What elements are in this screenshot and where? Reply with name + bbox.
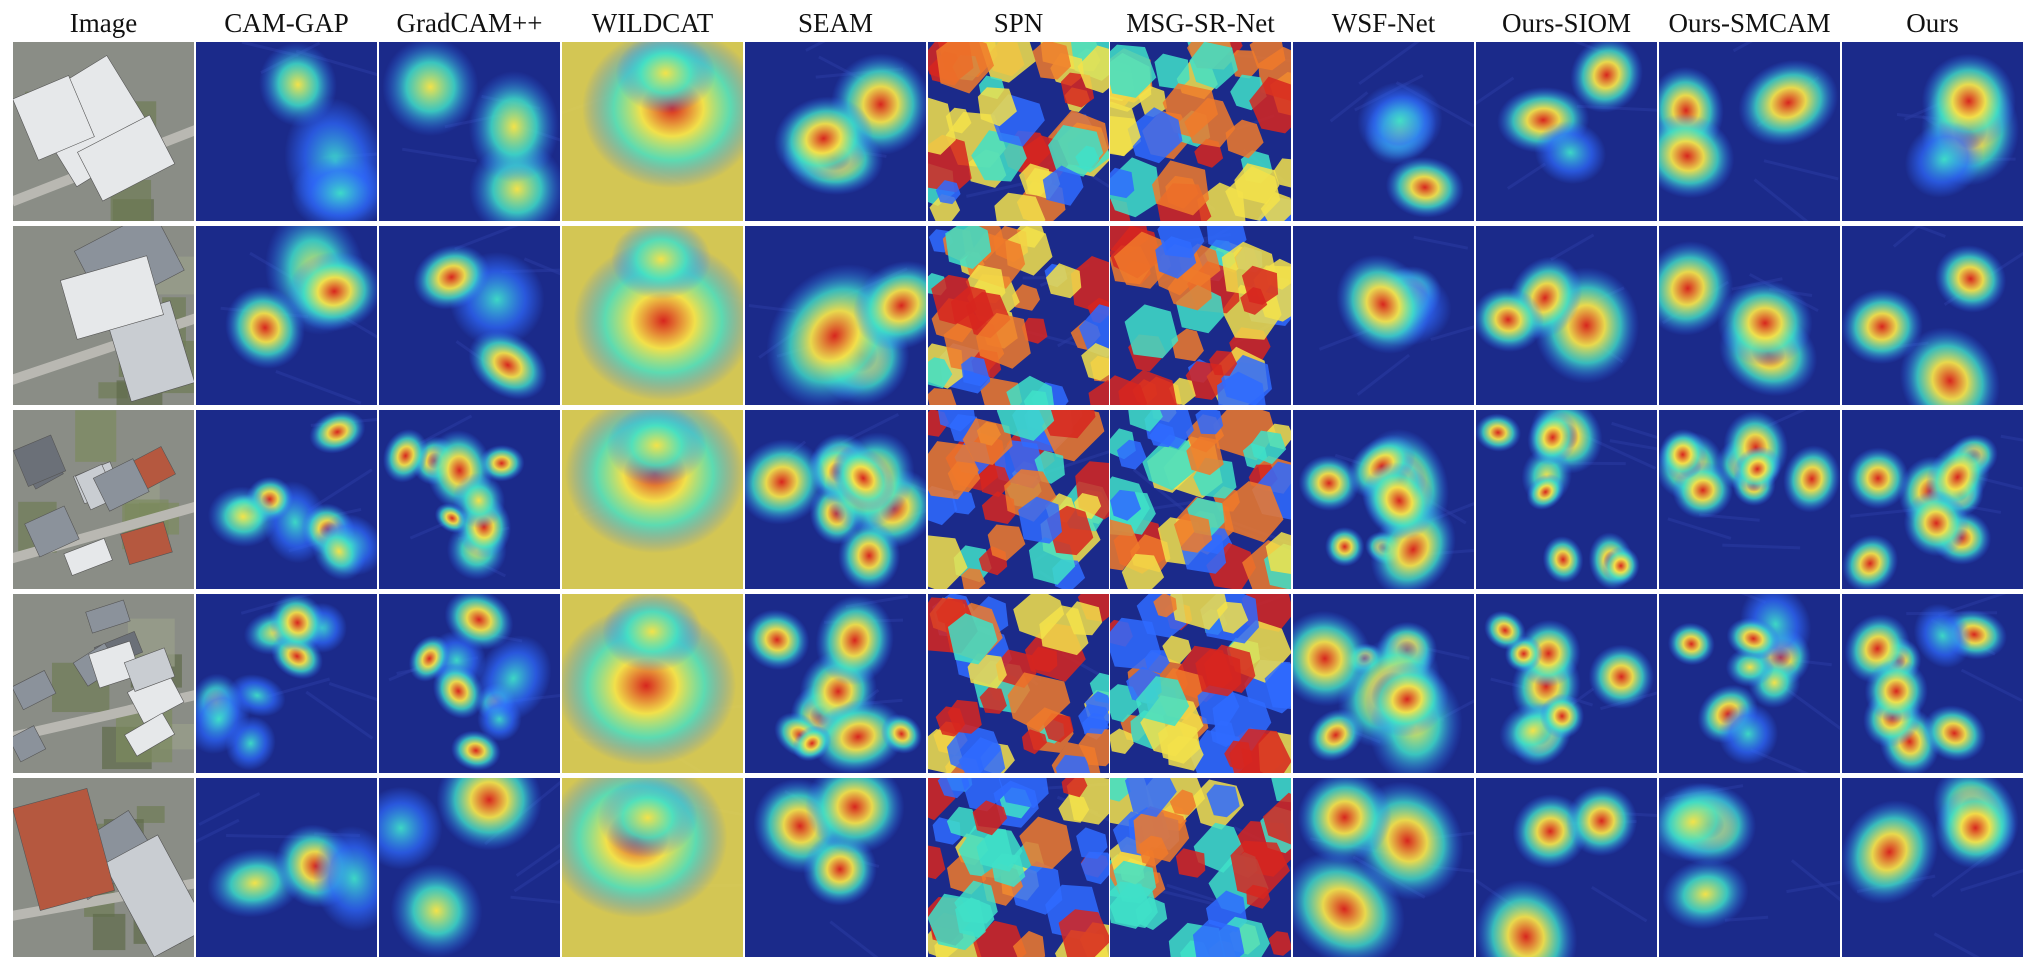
column-header-ours: Ours bbox=[1906, 8, 1959, 38]
cell-cam-gap-row-4 bbox=[196, 594, 377, 773]
cell-ours-siom-row-1 bbox=[1476, 42, 1657, 221]
column-headers: Image CAM-GAP GradCAM++ WILDCAT SEAM SPN MSG-S… bbox=[0, 0, 2034, 42]
cell-msg-sr-net-row-3 bbox=[1110, 410, 1291, 589]
cell-ours-siom-row-4 bbox=[1476, 594, 1657, 773]
cell-cam-gap-row-5 bbox=[196, 778, 377, 957]
cell-spn-row-4 bbox=[928, 594, 1109, 773]
cell-ours-siom-row-5 bbox=[1476, 778, 1657, 957]
cell-spn-row-2 bbox=[928, 226, 1109, 405]
cell-ours-siom-row-2 bbox=[1476, 226, 1657, 405]
column-header-image: Image bbox=[69, 8, 138, 38]
cell-wsf-net-row-5 bbox=[1293, 778, 1474, 957]
cell-wsf-net-row-3 bbox=[1293, 410, 1474, 589]
cell-ours-row-4 bbox=[1842, 594, 2023, 773]
cell-seam-row-2 bbox=[745, 226, 926, 405]
column-header-wsf-net: WSF-Net bbox=[1331, 8, 1436, 38]
column-header-spn: SPN bbox=[993, 8, 1044, 38]
column-header-msg-sr-net: MSG-SR-Net bbox=[1126, 8, 1275, 38]
column-header-gradcampp: GradCAM++ bbox=[396, 8, 543, 38]
cell-msg-sr-net-row-5 bbox=[1110, 778, 1291, 957]
cell-spn-row-1 bbox=[928, 42, 1109, 221]
cell-msg-sr-net-row-2 bbox=[1110, 226, 1291, 405]
cell-seam-row-1 bbox=[745, 42, 926, 221]
cell-wildcat-row-4 bbox=[562, 594, 743, 773]
cell-gradcampp-row-1 bbox=[379, 42, 560, 221]
column-header-seam: SEAM bbox=[797, 8, 873, 38]
cell-ours-row-3 bbox=[1842, 410, 2023, 589]
cell-gradcampp-row-3 bbox=[379, 410, 560, 589]
cell-gradcampp-row-5 bbox=[379, 778, 560, 957]
cell-ours-smcam-row-5 bbox=[1659, 778, 1840, 957]
cell-wsf-net-row-1 bbox=[1293, 42, 1474, 221]
cell-image-row-1 bbox=[13, 42, 194, 221]
image-grid bbox=[13, 42, 2023, 962]
cell-msg-sr-net-row-4 bbox=[1110, 594, 1291, 773]
cell-cam-gap-row-1 bbox=[196, 42, 377, 221]
cell-ours-siom-row-3 bbox=[1476, 410, 1657, 589]
cell-seam-row-3 bbox=[745, 410, 926, 589]
cell-ours-row-5 bbox=[1842, 778, 2023, 957]
column-header-cam-gap: CAM-GAP bbox=[224, 8, 349, 38]
cell-ours-smcam-row-2 bbox=[1659, 226, 1840, 405]
cell-wsf-net-row-2 bbox=[1293, 226, 1474, 405]
cell-ours-smcam-row-1 bbox=[1659, 42, 1840, 221]
cell-spn-row-3 bbox=[928, 410, 1109, 589]
cell-image-row-3 bbox=[13, 410, 194, 589]
cell-cam-gap-row-2 bbox=[196, 226, 377, 405]
cell-wildcat-row-1 bbox=[562, 42, 743, 221]
cell-wildcat-row-3 bbox=[562, 410, 743, 589]
cell-seam-row-4 bbox=[745, 594, 926, 773]
cell-wsf-net-row-4 bbox=[1293, 594, 1474, 773]
cell-cam-gap-row-3 bbox=[196, 410, 377, 589]
cell-image-row-5 bbox=[13, 778, 194, 957]
cell-image-row-2 bbox=[13, 226, 194, 405]
cell-ours-smcam-row-3 bbox=[1659, 410, 1840, 589]
column-header-wildcat: WILDCAT bbox=[591, 8, 714, 38]
cell-gradcampp-row-4 bbox=[379, 594, 560, 773]
cell-wildcat-row-5 bbox=[562, 778, 743, 957]
cell-ours-row-2 bbox=[1842, 226, 2023, 405]
cell-spn-row-5 bbox=[928, 778, 1109, 957]
cell-wildcat-row-2 bbox=[562, 226, 743, 405]
column-header-ours-siom: Ours-SIOM bbox=[1501, 8, 1631, 38]
cell-msg-sr-net-row-1 bbox=[1110, 42, 1291, 221]
cell-image-row-4 bbox=[13, 594, 194, 773]
cell-gradcampp-row-2 bbox=[379, 226, 560, 405]
cell-ours-smcam-row-4 bbox=[1659, 594, 1840, 773]
column-header-ours-smcam: Ours-SMCAM bbox=[1668, 8, 1831, 38]
cell-ours-row-1 bbox=[1842, 42, 2023, 221]
cell-seam-row-5 bbox=[745, 778, 926, 957]
